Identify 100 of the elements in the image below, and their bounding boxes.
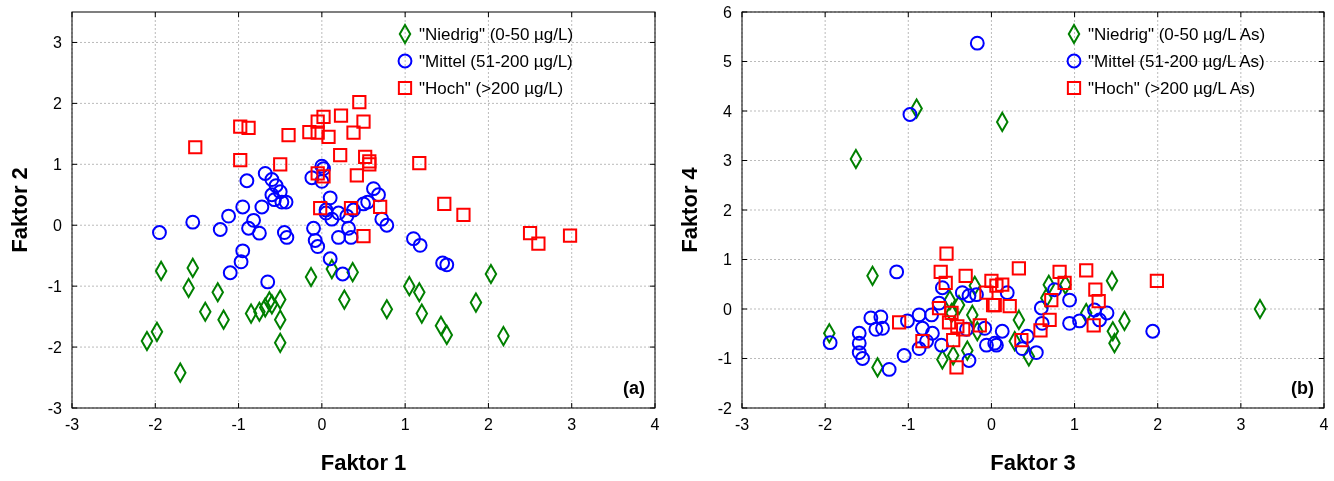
point [152, 225, 167, 240]
point [257, 166, 273, 181]
point [360, 194, 376, 210]
point [950, 319, 965, 334]
point [373, 199, 388, 215]
point [233, 152, 248, 168]
point [212, 222, 228, 237]
point [246, 212, 261, 228]
point [279, 230, 295, 245]
point [946, 333, 961, 348]
point [972, 318, 987, 333]
point [911, 307, 927, 323]
point [349, 168, 364, 183]
x-tick-label: 1 [400, 416, 410, 433]
point [994, 323, 1010, 339]
y-axis-title: Faktor 2 [7, 167, 32, 253]
y-tick-label: 1 [53, 155, 63, 173]
point [235, 199, 251, 215]
point [233, 254, 249, 270]
x-tick-label: 3 [567, 416, 577, 433]
point [902, 107, 918, 122]
point [881, 361, 897, 377]
point [306, 220, 321, 236]
point [969, 287, 984, 303]
point [339, 208, 355, 224]
point [863, 310, 879, 326]
y-tick-label: 2 [53, 94, 63, 112]
x-tick-label: 1 [1070, 416, 1080, 433]
point [889, 264, 905, 280]
point [995, 277, 1010, 292]
y-tick-label: 1 [723, 251, 733, 269]
x-tick-label: 4 [650, 416, 660, 433]
point [1091, 293, 1106, 309]
point [979, 337, 994, 353]
y-tick-label: 3 [53, 34, 63, 52]
point [333, 108, 349, 123]
point [310, 239, 326, 254]
point [302, 124, 317, 140]
point [851, 345, 867, 360]
point [931, 300, 947, 316]
point [233, 119, 248, 134]
point [1014, 333, 1029, 348]
x-tick-label: 3 [1236, 416, 1246, 433]
point [1087, 302, 1102, 318]
point [439, 257, 455, 273]
point [855, 351, 870, 366]
point [322, 251, 338, 267]
point [276, 225, 292, 240]
point [522, 226, 538, 241]
y-tick-label: 2 [723, 201, 733, 219]
legend-label: "Hoch" (>200 µg/L As) [1088, 78, 1256, 98]
point [331, 230, 346, 245]
point [931, 295, 947, 311]
point [273, 157, 288, 172]
point [324, 211, 340, 227]
point [264, 172, 280, 187]
point [822, 335, 838, 351]
point [221, 208, 237, 224]
point [924, 307, 939, 323]
point [374, 211, 390, 227]
point [924, 325, 940, 341]
point [979, 285, 994, 300]
legend-label: "Niedrig" (0-50 µg/L) [419, 24, 574, 44]
point [371, 187, 386, 203]
point [366, 181, 381, 197]
point [304, 170, 320, 186]
point [278, 194, 294, 210]
point [356, 196, 371, 212]
point [984, 273, 999, 288]
point [851, 335, 867, 351]
point [1099, 305, 1115, 321]
point [310, 114, 325, 129]
point [260, 274, 276, 290]
point [281, 127, 296, 143]
point [352, 95, 367, 110]
point [412, 237, 428, 253]
point [307, 233, 323, 248]
point [961, 353, 977, 368]
point [934, 280, 950, 296]
point [989, 278, 1004, 293]
point [875, 320, 890, 336]
point [1092, 312, 1107, 328]
point [1033, 300, 1049, 316]
point [934, 337, 949, 353]
point [310, 166, 325, 181]
legend-label: "Mittel (51-200 µg/L As) [1088, 51, 1265, 71]
point [933, 264, 948, 279]
annotation: (a) [623, 378, 645, 398]
y-tick-label: 0 [53, 216, 63, 234]
point [331, 205, 346, 221]
point [316, 169, 331, 184]
point [914, 320, 930, 336]
point [222, 265, 238, 281]
point [343, 230, 359, 245]
point [1033, 323, 1048, 338]
point [1014, 341, 1030, 357]
x-tick-label: 2 [1153, 416, 1163, 433]
point [1042, 312, 1057, 328]
x-tick-label: 0 [317, 416, 327, 433]
x-tick-label: -2 [818, 416, 833, 433]
